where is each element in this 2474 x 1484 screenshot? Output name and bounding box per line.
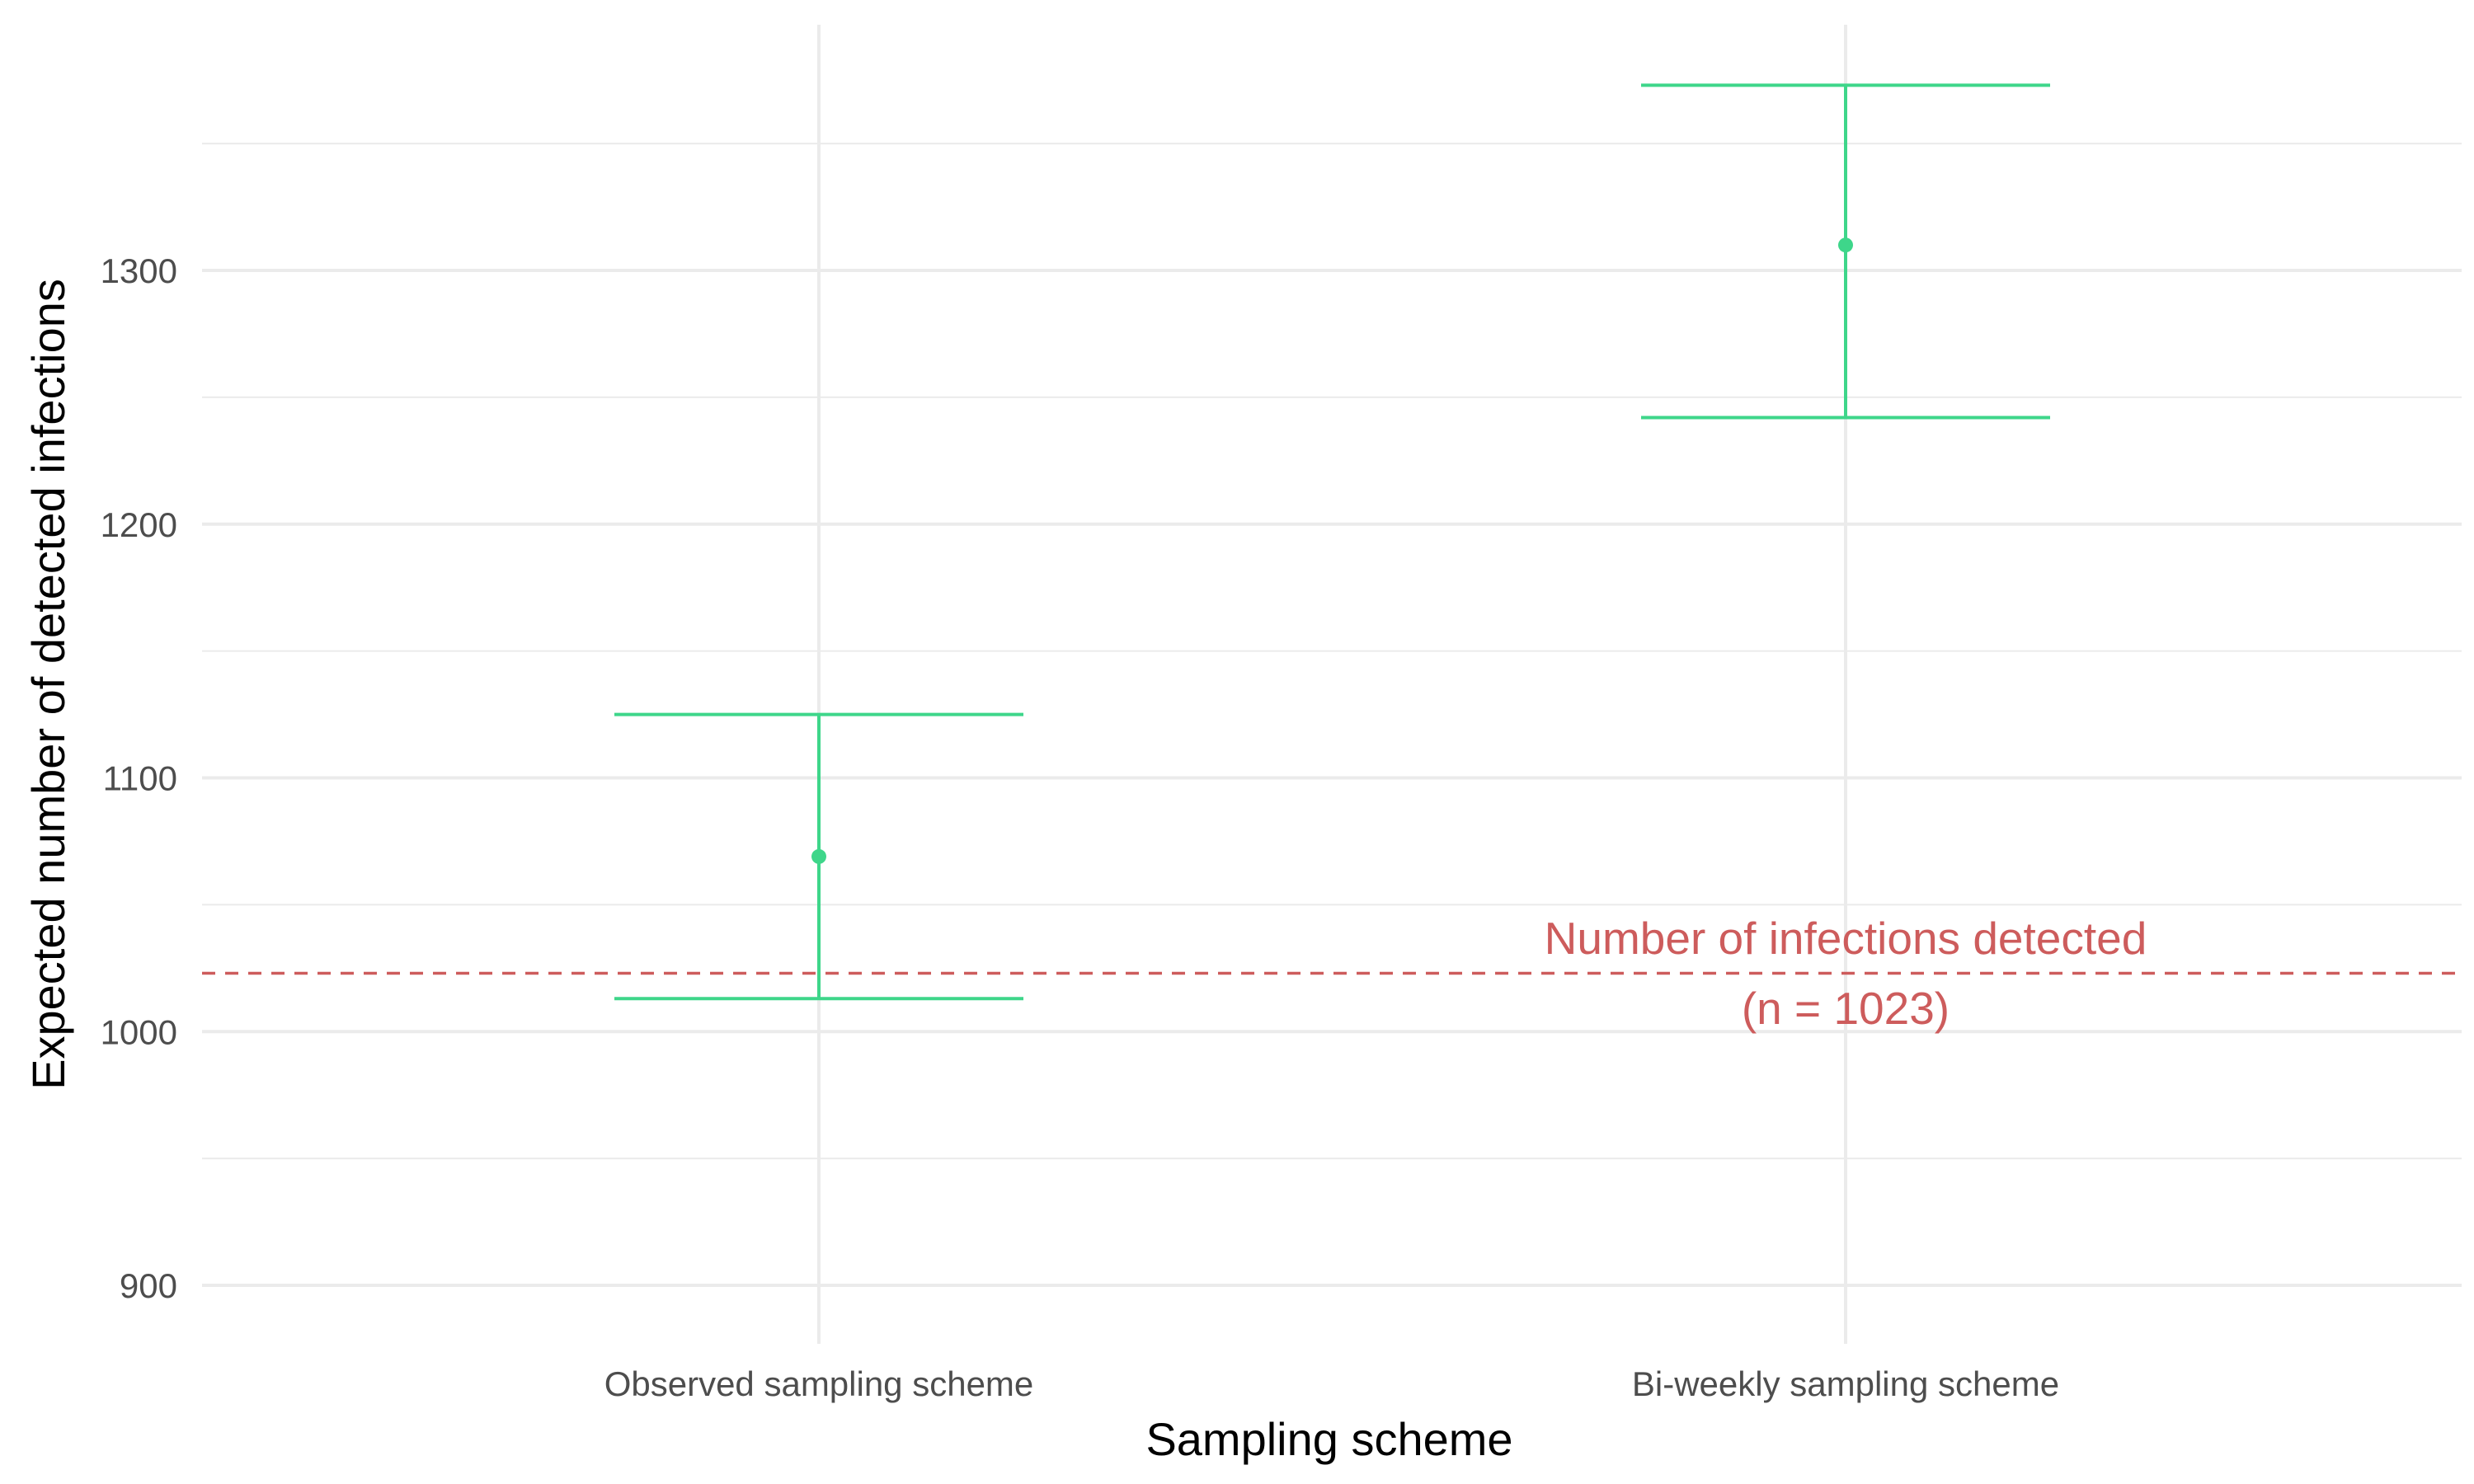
y-tick-label: 1300 xyxy=(101,251,177,290)
point-estimate xyxy=(811,848,826,864)
reference-label-line1: Number of infections detected xyxy=(1545,913,2147,964)
grid-layer xyxy=(202,25,2462,1344)
point-estimate xyxy=(1838,237,1853,253)
x-axis-title: Sampling scheme xyxy=(1145,1413,1512,1465)
reference-layer: Number of infections detected (n = 1023) xyxy=(202,913,2462,1034)
axis-layer: 900 1000 1100 1200 1300 Observed sampling sch… xyxy=(101,251,2060,1403)
y-tick-label: 1200 xyxy=(101,505,177,544)
reference-label-line2: (n = 1023) xyxy=(1742,983,1950,1034)
series-layer xyxy=(614,83,2050,1001)
x-tick-label: Bi-weekly sampling scheme xyxy=(1632,1364,2059,1403)
x-tick-label: Observed sampling scheme xyxy=(604,1364,1034,1403)
y-axis-title: Expected number of detected infections xyxy=(22,279,74,1090)
y-tick-label: 900 xyxy=(120,1266,177,1305)
y-tick-label: 1000 xyxy=(101,1012,177,1051)
y-tick-label: 1100 xyxy=(103,759,177,798)
